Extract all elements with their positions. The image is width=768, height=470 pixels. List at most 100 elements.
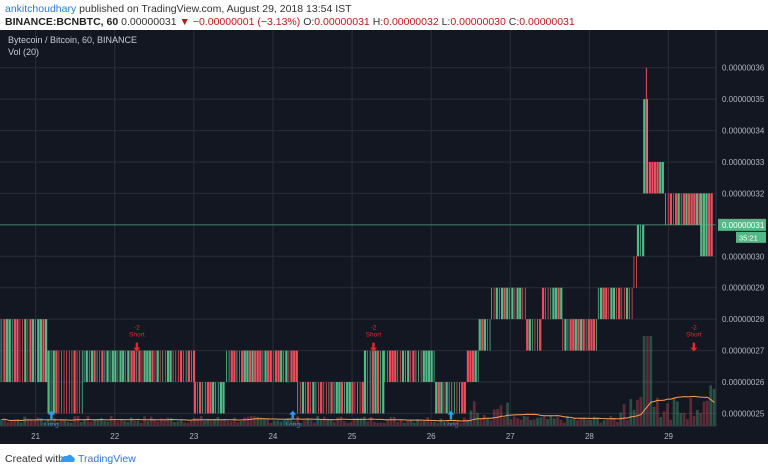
- high-value: 0.00000032: [383, 16, 439, 28]
- volume-bar: [109, 415, 113, 426]
- volume-bar: [323, 416, 326, 426]
- volume-bar: [616, 421, 619, 426]
- candle: [29, 319, 32, 382]
- price-tick-label: 0.00000036: [722, 64, 765, 73]
- volume-bar: [376, 422, 380, 426]
- volume-bar: [193, 418, 196, 426]
- volume-bar: [672, 398, 676, 426]
- volume-bar: [133, 420, 136, 426]
- candle: [612, 287, 616, 320]
- candle: [312, 382, 315, 414]
- volume-bar: [256, 416, 260, 426]
- volume-bar: [472, 401, 476, 426]
- candle: [481, 319, 484, 351]
- volume-bar: [529, 420, 533, 426]
- chart-legend-title: Bytecoin / Bitcoin, 60, BINANCE: [8, 35, 138, 45]
- candle: [259, 350, 262, 382]
- volume-bar: [153, 419, 156, 426]
- price-chart[interactable]: Long-2ShortLong-2ShortLong-2Short0.00000…: [0, 30, 768, 444]
- volume-bar: [539, 417, 543, 426]
- short-signal-label: Short: [129, 332, 145, 339]
- candle: [93, 350, 96, 382]
- volume-bar: [502, 417, 506, 426]
- volume-bar: [499, 405, 503, 426]
- candle: [412, 350, 415, 382]
- volume-bar: [532, 419, 536, 426]
- down-triangle-icon: ▼: [179, 16, 190, 28]
- volume-bar: [536, 417, 539, 426]
- volume-bar: [699, 412, 703, 426]
- candle: [427, 350, 431, 382]
- volume-bar: [253, 416, 256, 426]
- volume-bar: [249, 416, 253, 426]
- candle: [687, 193, 691, 225]
- volume-bar: [3, 418, 7, 426]
- volume-bar: [156, 421, 160, 426]
- volume-bar: [266, 419, 270, 426]
- price-tick-label: 0.00000033: [722, 158, 765, 167]
- candle: [471, 350, 475, 382]
- volume-bar: [29, 420, 33, 426]
- chart-area[interactable]: Long -2 Short Long -2 Short Long -2 Short 0.00000…: [0, 30, 768, 444]
- volume-bar: [669, 419, 673, 426]
- candle: [677, 193, 680, 225]
- candle: [42, 319, 45, 382]
- volume-bar: [466, 419, 469, 426]
- volume-bar: [246, 416, 250, 426]
- volume-bar: [9, 421, 13, 426]
- volume-bar: [296, 416, 300, 426]
- volume-bar: [346, 422, 350, 426]
- tradingview-brand[interactable]: TradingView: [78, 453, 136, 465]
- candle: [648, 162, 651, 194]
- candle: [656, 162, 659, 194]
- time-tick-label: 25: [348, 432, 357, 441]
- candle: [119, 350, 122, 382]
- candle: [495, 287, 498, 320]
- volume-bar: [319, 419, 323, 426]
- candle: [256, 350, 259, 382]
- candle: [143, 350, 146, 382]
- candle: [569, 319, 572, 351]
- volume-bar: [289, 417, 293, 426]
- volume-bar: [419, 421, 423, 426]
- volume-legend: Vol (20): [8, 47, 40, 57]
- volume-bar: [586, 419, 589, 426]
- candle: [166, 350, 170, 382]
- volume-bar: [479, 418, 483, 426]
- candle: [560, 287, 563, 320]
- candle: [401, 350, 405, 382]
- candle: [483, 319, 487, 351]
- candle: [587, 319, 590, 351]
- volume-bar: [456, 420, 459, 426]
- candle: [361, 382, 364, 414]
- candle: [241, 350, 244, 382]
- volume-bar: [149, 416, 153, 426]
- volume-bar: [636, 399, 639, 426]
- candle: [463, 382, 466, 414]
- candle: [209, 382, 212, 414]
- candle: [267, 350, 270, 382]
- short-arrow-icon: [133, 342, 141, 352]
- last-price-box: [718, 218, 766, 231]
- candle: [348, 382, 351, 414]
- volume-bar: [146, 421, 150, 426]
- high-label: H:: [372, 16, 384, 28]
- volume-bar: [372, 421, 376, 426]
- volume-bar: [76, 416, 80, 426]
- volume-bar: [53, 418, 57, 426]
- volume-bar: [666, 403, 669, 426]
- candle: [219, 382, 223, 414]
- long-signal-label: Long: [444, 422, 459, 429]
- candle: [130, 350, 133, 382]
- volume-bar: [306, 418, 310, 426]
- volume-bar: [43, 422, 47, 426]
- volume-bar: [422, 420, 426, 426]
- author-link[interactable]: ankitchoudhary: [5, 3, 77, 15]
- candle: [651, 162, 654, 194]
- volume-bar: [612, 418, 616, 426]
- low-label: L:: [441, 16, 451, 28]
- volume-bar: [706, 400, 709, 426]
- volume-bar: [442, 422, 446, 426]
- volume-bar: [682, 412, 686, 426]
- candle: [85, 350, 88, 382]
